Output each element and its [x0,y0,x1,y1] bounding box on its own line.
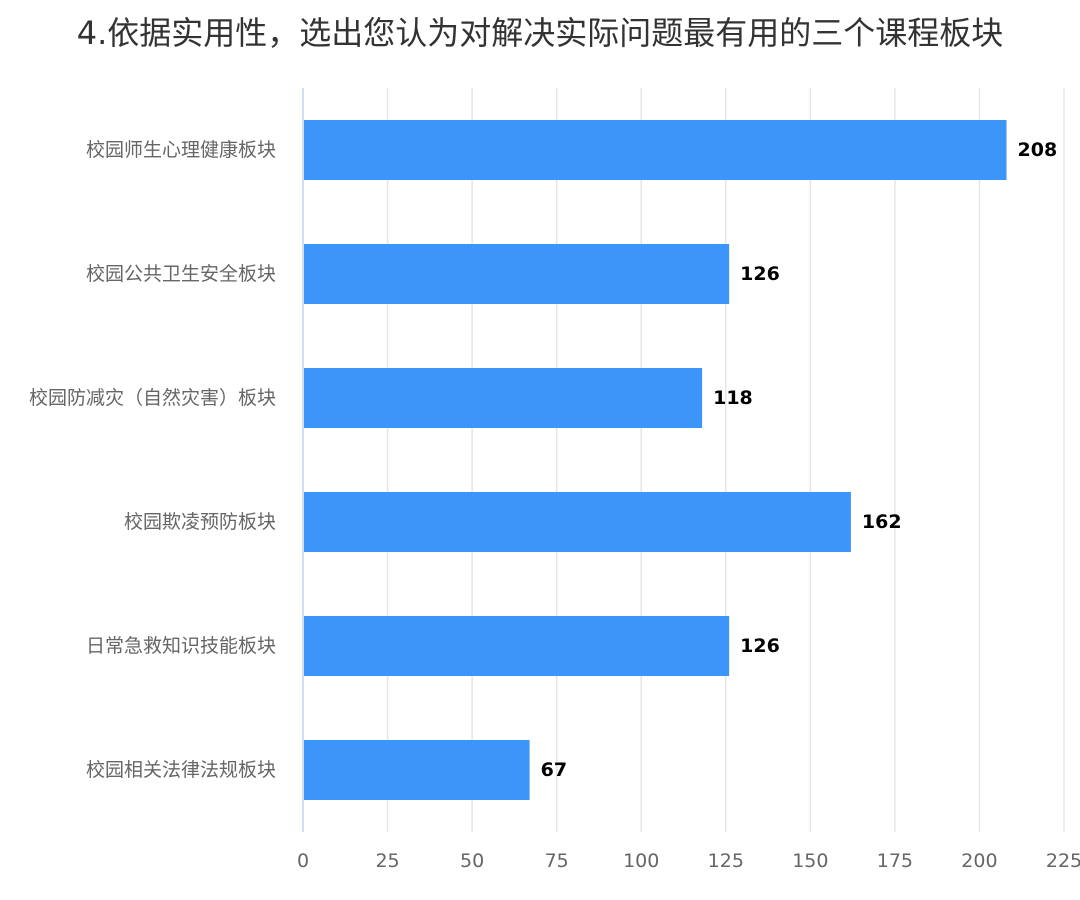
chart-title: 4.依据实用性，选出您认为对解决实际问题最有用的三个课程板块 [76,14,1004,52]
x-tick-label: 175 [877,850,913,872]
category-label: 校园师生心理健康板块 [86,139,276,161]
x-tick-label: 0 [297,850,309,872]
grid-lines [386,88,1065,832]
x-tick-label: 75 [545,850,569,872]
data-label: 208 [1018,139,1058,161]
x-tick-label: 200 [961,850,997,872]
data-label: 118 [713,387,753,409]
bar [304,368,703,428]
x-tick-label: 100 [623,850,659,872]
bar [304,244,730,304]
category-label: 校园欺凌预防板块 [124,511,276,533]
bar [304,616,730,676]
category-labels: 校园师生心理健康板块校园公共卫生安全板块校园防减灾（自然灾害）板块校园欺凌预防板… [29,139,276,781]
data-labels: 208 126 118 162 126 67 [541,139,1058,781]
bars [304,120,1007,800]
x-tick-label: 125 [708,850,744,872]
x-tick-label: 150 [792,850,828,872]
bar [304,120,1007,180]
category-label: 校园公共卫生安全板块 [86,263,276,285]
x-tick-label: 225 [1046,850,1080,872]
category-label: 校园相关法律法规板块 [86,759,276,781]
x-tick-label: 25 [375,850,399,872]
category-label: 校园防减灾（自然灾害）板块 [29,387,276,409]
data-label: 162 [862,511,902,533]
data-label: 126 [740,263,780,285]
bar [304,740,530,800]
category-label: 日常急救知识技能板块 [86,635,276,657]
data-label: 126 [740,635,780,657]
data-label: 67 [541,759,567,781]
x-tick-label: 50 [460,850,484,872]
x-axis-tick-labels: 0 25 50 75 100 125 150 175 200 225 [297,850,1080,872]
bar [304,492,851,552]
